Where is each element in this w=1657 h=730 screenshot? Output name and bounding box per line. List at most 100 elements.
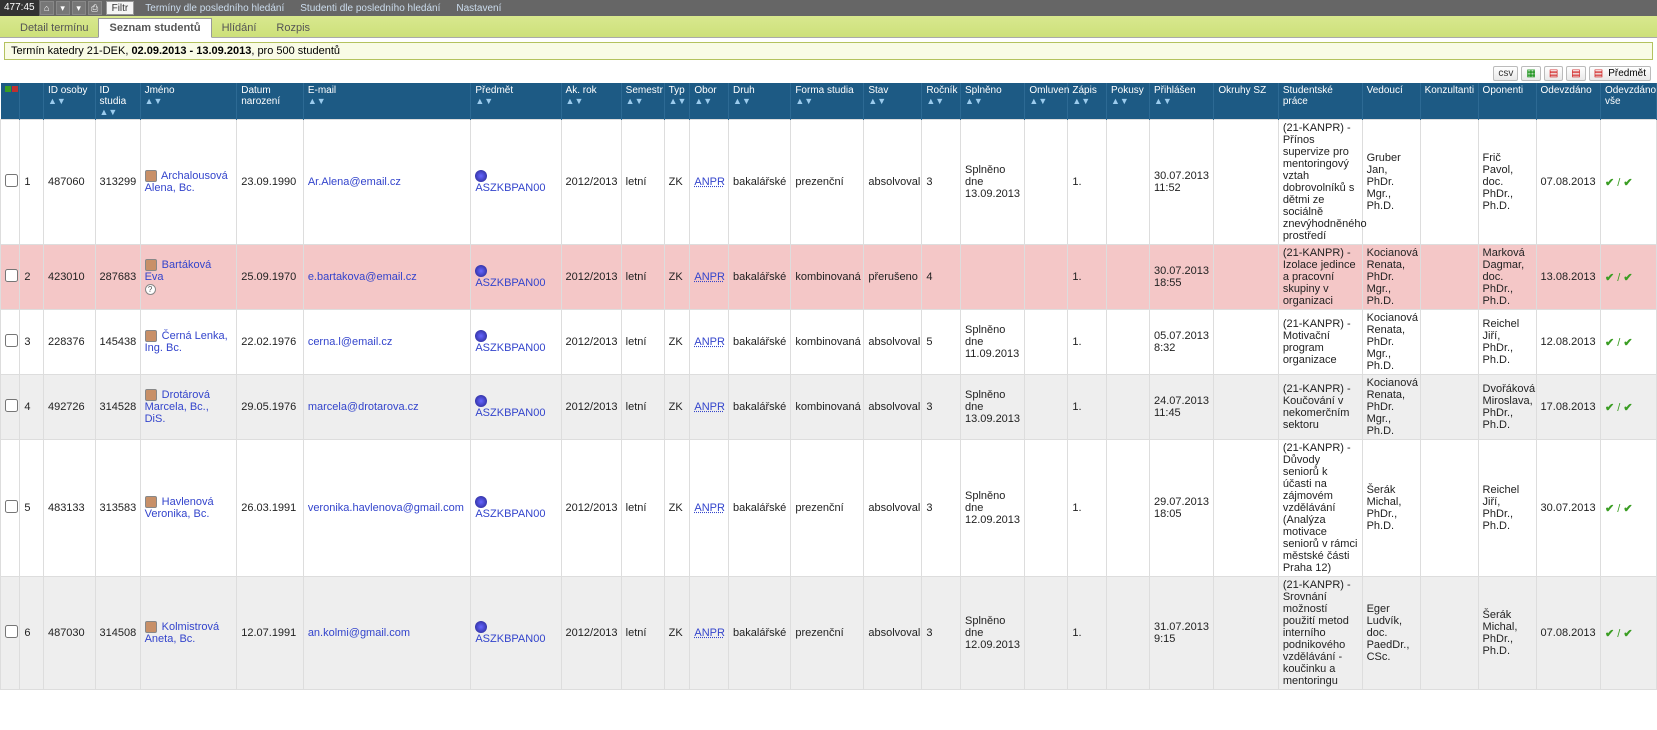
col-id_osoby[interactable]: ID osoby▲▼ xyxy=(43,83,95,120)
cell-stav: absolvoval xyxy=(864,310,922,375)
cell-chk[interactable] xyxy=(1,310,20,375)
table-row: 5483133313583 Havlenová Veronika, Bc.26.… xyxy=(1,440,1657,577)
row-checkbox[interactable] xyxy=(5,174,18,187)
cell-prace: (21-KANPR) - Srovnání možností použití m… xyxy=(1278,577,1362,690)
cell-chk[interactable] xyxy=(1,440,20,577)
col-jmeno[interactable]: Jméno▲▼ xyxy=(140,83,237,120)
email-link[interactable]: e.bartakova@email.cz xyxy=(308,271,417,283)
col-druh[interactable]: Druh▲▼ xyxy=(729,83,791,120)
col-splneno[interactable]: Splněno▲▼ xyxy=(960,83,1024,120)
subject-icon xyxy=(475,170,487,182)
cell-prace: (21-KANPR) - Izolace jedince a pracovní … xyxy=(1278,245,1362,310)
check-icon: ✔ xyxy=(1623,177,1632,189)
cell-n: 1 xyxy=(20,120,44,245)
filter-suffix: , pro 500 studentů xyxy=(251,45,340,57)
col-id_studia[interactable]: ID studia▲▼ xyxy=(95,83,140,120)
col-prihlasen[interactable]: Přihlášen▲▼ xyxy=(1149,83,1213,120)
subject-link[interactable]: ASZKBPAN00 xyxy=(475,277,545,289)
col-typ[interactable]: Typ▲▼ xyxy=(664,83,690,120)
cell-odevzdano: 17.08.2013 xyxy=(1536,375,1600,440)
export-csv-button[interactable]: csv xyxy=(1493,66,1518,81)
obor-link[interactable]: ANPR xyxy=(694,627,725,639)
obor-link[interactable]: ANPR xyxy=(694,401,725,413)
obor-link[interactable]: ANPR xyxy=(694,502,725,514)
col-stav[interactable]: Stav▲▼ xyxy=(864,83,922,120)
student-name-link[interactable]: Archalousová Alena, Bc. xyxy=(145,170,228,194)
printer-icon[interactable]: ⎙ xyxy=(88,1,102,15)
cell-predmet: ASZKBPAN00 xyxy=(471,120,561,245)
cell-semestr: letní xyxy=(621,577,664,690)
student-name-link[interactable]: Černá Lenka, Ing. Bc. xyxy=(145,330,228,354)
home-icon[interactable]: ⌂ xyxy=(40,1,54,15)
col-obor[interactable]: Obor▲▼ xyxy=(690,83,729,120)
tab-2[interactable]: Hlídání xyxy=(212,19,267,37)
tab-1[interactable]: Seznam studentů xyxy=(98,18,211,38)
col-semestr[interactable]: Semestr▲▼ xyxy=(621,83,664,120)
col-zapis[interactable]: Zápis▲▼ xyxy=(1068,83,1107,120)
email-link[interactable]: Ar.Alena@email.cz xyxy=(308,176,401,188)
row-checkbox[interactable] xyxy=(5,625,18,638)
row-checkbox[interactable] xyxy=(5,334,18,347)
cell-chk[interactable] xyxy=(1,245,20,310)
col-predmet[interactable]: Předmět▲▼ xyxy=(471,83,561,120)
cell-druh: bakalářské xyxy=(729,245,791,310)
cell-idstudia: 314508 xyxy=(95,577,140,690)
cell-n: 4 xyxy=(20,375,44,440)
tab-3[interactable]: Rozpis xyxy=(266,19,320,37)
row-checkbox[interactable] xyxy=(5,500,18,513)
check-icon: ✔ xyxy=(1605,503,1614,515)
obor-link[interactable]: ANPR xyxy=(694,271,725,283)
info-icon[interactable]: ? xyxy=(145,284,156,295)
row-checkbox[interactable] xyxy=(5,399,18,412)
cell-rocnik: 5 xyxy=(922,310,961,375)
col-akrok[interactable]: Ak. rok▲▼ xyxy=(561,83,621,120)
export-pdf1-button[interactable] xyxy=(1544,66,1563,81)
subject-link[interactable]: ASZKBPAN00 xyxy=(475,508,545,520)
cell-vse: ✔ / ✔ xyxy=(1600,120,1656,245)
col-forma[interactable]: Forma studia▲▼ xyxy=(791,83,864,120)
export-pdf2-button[interactable] xyxy=(1566,66,1585,81)
cell-zapis: 1. xyxy=(1068,120,1107,245)
dropdown2-icon[interactable]: ▾ xyxy=(72,1,86,15)
cell-chk[interactable] xyxy=(1,375,20,440)
email-link[interactable]: marcela@drotarova.cz xyxy=(308,401,419,413)
toplink-terminy[interactable]: Termíny dle posledního hledání xyxy=(145,3,284,14)
filter-summary: Termín katedry 21-DEK, 02.09.2013 - 13.0… xyxy=(4,42,1653,60)
subject-button[interactable]: Předmět xyxy=(1589,66,1651,81)
subject-icon xyxy=(475,265,487,277)
cell-omluven xyxy=(1025,310,1068,375)
select-all-icon[interactable] xyxy=(5,85,19,95)
cell-chk[interactable] xyxy=(1,577,20,690)
cell-chk[interactable] xyxy=(1,120,20,245)
toplink-studenti[interactable]: Studenti dle posledního hledání xyxy=(300,3,440,14)
tab-0[interactable]: Detail termínu xyxy=(10,19,98,37)
cell-rocnik: 3 xyxy=(922,440,961,577)
cell-email: cerna.l@email.cz xyxy=(303,310,471,375)
cell-prihlasen: 30.07.2013 18:55 xyxy=(1149,245,1213,310)
dropdown1-icon[interactable]: ▾ xyxy=(56,1,70,15)
col-omluven[interactable]: Omluven▲▼ xyxy=(1025,83,1068,120)
col-pokusy[interactable]: Pokusy▲▼ xyxy=(1107,83,1150,120)
subject-link[interactable]: ASZKBPAN00 xyxy=(475,182,545,194)
col-rocnik[interactable]: Ročník▲▼ xyxy=(922,83,961,120)
email-link[interactable]: cerna.l@email.cz xyxy=(308,336,393,348)
email-link[interactable]: an.kolmi@gmail.com xyxy=(308,627,410,639)
cell-prihlasen: 24.07.2013 11:45 xyxy=(1149,375,1213,440)
obor-link[interactable]: ANPR xyxy=(694,336,725,348)
col-email[interactable]: E-mail▲▼ xyxy=(303,83,471,120)
avatar-icon xyxy=(145,621,157,633)
subject-link[interactable]: ASZKBPAN00 xyxy=(475,342,545,354)
export-xls-button[interactable] xyxy=(1521,66,1540,81)
cell-konzultanti xyxy=(1420,310,1478,375)
subject-link[interactable]: ASZKBPAN00 xyxy=(475,633,545,645)
subject-link[interactable]: ASZKBPAN00 xyxy=(475,407,545,419)
cell-stav: absolvoval xyxy=(864,577,922,690)
email-link[interactable]: veronika.havlenova@gmail.com xyxy=(308,502,464,514)
toplink-nastaveni[interactable]: Nastavení xyxy=(456,3,501,14)
row-checkbox[interactable] xyxy=(5,269,18,282)
table-row: 1487060313299 Archalousová Alena, Bc.23.… xyxy=(1,120,1657,245)
filter-button[interactable]: Filtr xyxy=(106,1,135,15)
cell-odevzdano: 30.07.2013 xyxy=(1536,440,1600,577)
obor-link[interactable]: ANPR xyxy=(694,176,725,188)
cell-forma: prezenční xyxy=(791,120,864,245)
